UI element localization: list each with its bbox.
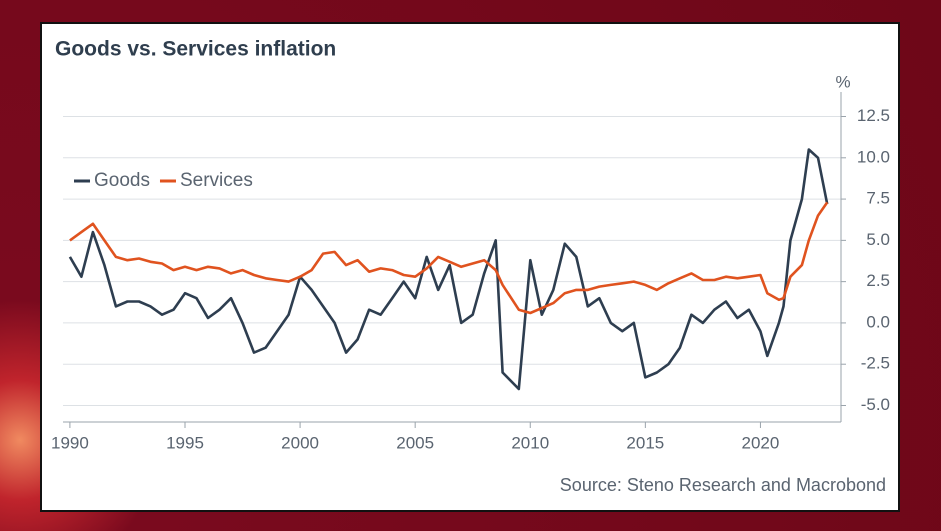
y-tick-label: -5.0 bbox=[861, 395, 890, 414]
legend-label: Goods bbox=[94, 170, 150, 191]
y-tick-label: -2.5 bbox=[861, 354, 890, 373]
x-tick-label: 2005 bbox=[396, 433, 434, 452]
series-line bbox=[68, 148, 829, 391]
x-tick-label: 1995 bbox=[166, 433, 204, 452]
y-tick-label: 2.5 bbox=[866, 271, 890, 290]
series-line bbox=[69, 201, 829, 315]
x-tick-label: 2000 bbox=[281, 433, 319, 452]
y-tick-label: 5.0 bbox=[866, 230, 890, 249]
source-note: Source: Steno Research and Macrobond bbox=[560, 475, 886, 495]
y-axis-unit: % bbox=[835, 72, 850, 91]
legend-label: Services bbox=[180, 170, 253, 191]
x-tick-label: 1990 bbox=[51, 433, 89, 452]
x-tick-label: 2010 bbox=[511, 433, 549, 452]
y-tick-label: 7.5 bbox=[866, 189, 890, 208]
x-tick-label: 2015 bbox=[626, 433, 664, 452]
y-tick-label: 0.0 bbox=[866, 312, 890, 331]
chart-title: Goods vs. Services inflation bbox=[55, 38, 336, 61]
y-tick-label: 12.5 bbox=[857, 106, 890, 125]
x-tick-label: 2020 bbox=[742, 433, 780, 452]
y-tick-label: 10.0 bbox=[857, 147, 890, 166]
